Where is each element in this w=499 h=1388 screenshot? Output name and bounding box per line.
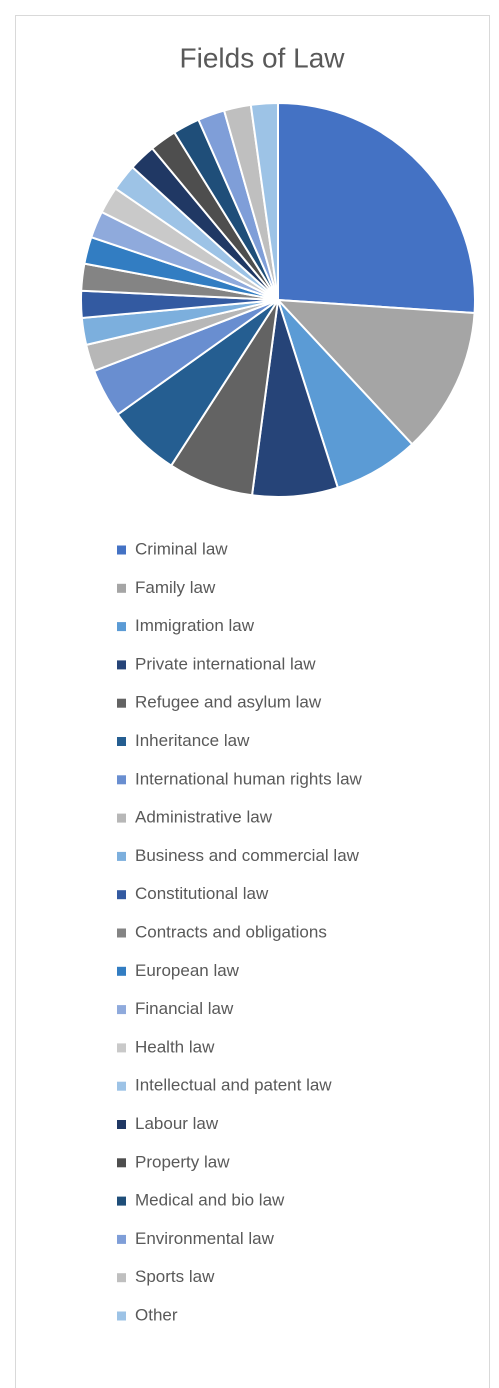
legend-marker [117, 1311, 126, 1321]
legend-label: Medical and bio law [135, 1191, 285, 1210]
legend-marker [117, 813, 126, 823]
legend-label: Constitutional law [135, 884, 269, 903]
legend-marker [117, 1196, 126, 1206]
legend-marker [117, 851, 126, 861]
legend-label: Contracts and obligations [135, 922, 327, 941]
legend-marker [117, 622, 126, 632]
legend-marker [117, 1120, 126, 1129]
legend-label: Inheritance law [135, 731, 250, 750]
legend-label: Property law [135, 1152, 230, 1171]
legend-label: Sports law [135, 1267, 215, 1286]
legend-marker [117, 660, 126, 670]
legend-marker [117, 775, 126, 785]
legend-label: International human rights law [135, 769, 363, 788]
pie-slice [249, 101, 279, 301]
legend-label: Refugee and asylum law [135, 693, 322, 712]
legend-marker [117, 698, 126, 708]
legend-label: Environmental law [135, 1229, 275, 1248]
legend-marker [117, 737, 126, 746]
legend-marker [117, 545, 126, 555]
legend-marker [117, 928, 126, 938]
legend-label: Financial law [135, 999, 234, 1018]
legend-label: Administrative law [135, 808, 273, 827]
legend-marker [117, 583, 126, 593]
legend-marker [117, 1005, 126, 1015]
legend-marker [117, 1081, 126, 1091]
legend-label: Private international law [135, 654, 316, 673]
legend-label: Immigration law [135, 616, 255, 635]
pie-slice [277, 101, 476, 315]
legend-label: Family law [135, 578, 216, 597]
legend-marker [117, 1273, 126, 1283]
legend-marker [117, 890, 126, 900]
legend-label: Other [135, 1305, 178, 1324]
pie-slice [275, 298, 476, 446]
legend-label: Labour law [135, 1114, 219, 1133]
legend-label: Criminal law [135, 539, 228, 558]
legend-label: European law [135, 961, 240, 980]
legend-label: Health law [135, 1037, 215, 1056]
legend-label: Intellectual and patent law [135, 1076, 332, 1095]
legend-marker [117, 1234, 126, 1244]
legend-marker [117, 1158, 126, 1168]
legend-marker [117, 966, 126, 976]
chart-title: Fields of Law [180, 42, 346, 73]
legend-marker [117, 1043, 126, 1053]
legend-label: Business and commercial law [135, 846, 360, 865]
